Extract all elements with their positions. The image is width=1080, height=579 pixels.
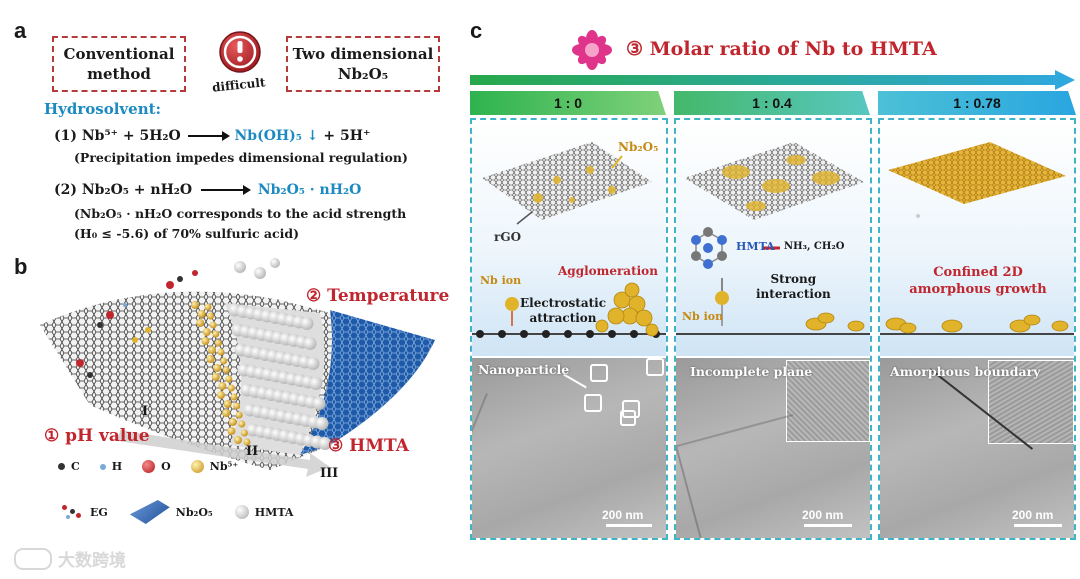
legend-eg: EG (90, 505, 108, 519)
scale-bar-label: 200 nm (1012, 508, 1054, 522)
legend-o: O (161, 460, 171, 473)
two-dimensional-box: Two dimensional Nb₂O₅ (286, 36, 440, 92)
watermark: 大数跨境 (14, 546, 126, 571)
arrow-icon (201, 185, 251, 195)
panel-c-title: ③ Molar ratio of Nb to HMTA (626, 38, 937, 60)
schematic-area (880, 120, 1074, 356)
rgo-label: rGO (494, 230, 522, 244)
region-3-label: III (320, 466, 339, 481)
tem-image-3: Amorphous boundary 200 nm (880, 358, 1074, 538)
region-1-label: I (142, 404, 149, 419)
ratio-arrow (470, 70, 1075, 90)
confined-growth-label: Confined 2D amorphous growth (909, 265, 1047, 297)
ratio-panel-1: Nb₂O₅ rGO Agglomeration Nb ion Electrost… (470, 118, 668, 540)
panel-b-label: b (14, 254, 28, 279)
legend-nb: Nb⁵⁺ (209, 460, 239, 473)
strong-interaction-label: Strong interaction (756, 272, 831, 301)
carbon-dot-icon (58, 463, 65, 470)
nanoparticle-label: Nanoparticle (478, 362, 570, 377)
box-right-line1: Two dimensional (292, 45, 434, 63)
nb2o5-sheet-icon (129, 500, 170, 524)
tem-image-1: Nanoparticle 200 nm (472, 358, 666, 538)
eq1-prefix: (1) Nb⁵⁺ + 5H₂O (54, 128, 181, 144)
watermark-logo-icon (14, 547, 52, 570)
equation-2: (2) Nb₂O₅ + nH₂O Nb₂O₅ · nH₂O (54, 182, 361, 198)
hydrosolvent-label: Hydrosolvent: (44, 100, 162, 118)
tem-image-2: Incomplete plane 200 nm (676, 358, 870, 538)
hmta-products-label: NH₃, CH₂O (784, 241, 845, 252)
ph-value-label: ① pH value (44, 426, 150, 446)
equation-1: (1) Nb⁵⁺ + 5H₂O Nb(OH)₅ ↓ + 5H⁺ (54, 128, 370, 144)
electrostatic-label: Electrostatic attraction (520, 296, 606, 325)
amorphous-boundary-label: Amorphous boundary (890, 364, 1041, 379)
legend-h: H (111, 460, 123, 473)
tem-inset (988, 360, 1074, 444)
eq1-product: Nb(OH)₅ ↓ (234, 128, 319, 144)
nanoparticle-marker (622, 400, 640, 418)
nanoparticle-marker (584, 394, 602, 412)
region-2-label: II (246, 444, 259, 459)
nanoparticle-marker (620, 410, 636, 426)
watermark-text: 大数跨境 (58, 551, 126, 571)
hmta-label: HMTA (736, 240, 775, 253)
panel-a-label: a (14, 18, 27, 43)
ratio-tab-1: 1 : 0 (470, 91, 666, 115)
scale-bar (1014, 524, 1062, 527)
ratio-panel-3: Confined 2D amorphous growth Amorphous b… (878, 118, 1076, 540)
scale-bar-label: 200 nm (802, 508, 844, 522)
scale-bar (804, 524, 852, 527)
legend-row-1: C H O Nb⁵⁺ (58, 460, 238, 473)
agglomeration-label: Agglomeration (558, 264, 658, 278)
legend-hmta: HMTA (254, 505, 294, 519)
scale-bar-label: 200 nm (602, 508, 644, 522)
incomplete-plane-label: Incomplete plane (690, 364, 813, 379)
nb-ion-label: Nb ion (480, 274, 522, 287)
legend-row-2: EG Nb₂O₅ HMTA (60, 500, 293, 524)
nb2o5-label: Nb₂O₅ (618, 140, 659, 154)
ratio-tab-2: 1 : 0.4 (674, 91, 870, 115)
box-right-line2: Nb₂O₅ (337, 65, 389, 83)
scale-bar (606, 524, 652, 527)
conventional-method-box: Conventional method (52, 36, 186, 92)
asterisk-flower-icon (572, 30, 612, 70)
legend-c: C (71, 460, 80, 473)
ratio-tab-3: 1 : 0.78 (878, 91, 1076, 115)
oxygen-ball-icon (142, 460, 156, 473)
eq2-product: Nb₂O₅ · nH₂O (257, 182, 362, 198)
hmta-ball-icon (234, 505, 249, 519)
hmta-step-label: ③ HMTA (328, 436, 409, 456)
difficult-warning: difficult (204, 22, 276, 100)
nb-ion-label-2: Nb ion (682, 310, 724, 323)
graphene-sheet-illustration (30, 255, 460, 490)
warning-icon (219, 31, 261, 73)
schematic-area (472, 120, 666, 356)
eq2-prefix: (2) Nb₂O₅ + nH₂O (54, 182, 193, 198)
ratio-panel-2: HMTA NH₃, CH₂O Strong interaction Nb ion… (674, 118, 872, 540)
legend-nb2o5: Nb₂O₅ (175, 505, 213, 519)
eq2-note-2: (H₀ ≤ -5.6) of 70% sulfuric acid) (74, 226, 300, 241)
eg-molecule-icon (60, 503, 84, 521)
panel-c-label: c (470, 18, 483, 43)
temperature-label: ② Temperature (306, 286, 450, 306)
arrow-icon (187, 131, 230, 141)
niobium-ball-icon (190, 460, 204, 473)
eq1-suffix: + 5H⁺ (323, 128, 371, 144)
nanoparticle-marker (646, 358, 664, 376)
schematic-area (676, 120, 870, 356)
hydrogen-dot-icon (99, 463, 106, 470)
eq2-note-1: (Nb₂O₅ · nH₂O corresponds to the acid st… (74, 206, 407, 221)
nanoparticle-marker (590, 364, 608, 382)
eq1-note: (Precipitation impedes dimensional regul… (74, 150, 408, 165)
tem-inset (786, 360, 870, 442)
